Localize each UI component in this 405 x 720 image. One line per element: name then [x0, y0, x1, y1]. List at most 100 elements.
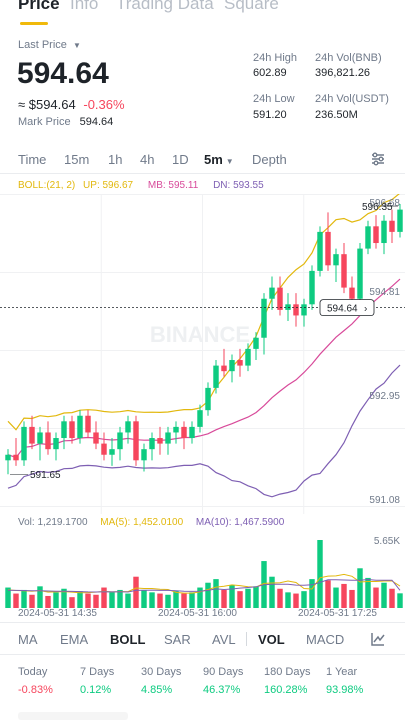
indicator-ema[interactable]: EMA — [60, 632, 89, 647]
candle — [77, 410, 83, 444]
interval-1h[interactable]: 1h — [108, 152, 123, 167]
volume-bar — [5, 587, 11, 608]
boll-dn-line — [7, 364, 401, 498]
indicator-vol[interactable]: VOL — [258, 632, 285, 647]
candle — [309, 265, 315, 310]
volume-bar — [285, 592, 291, 608]
mark-price-row: Mark Price 594.64 — [18, 116, 113, 128]
candle-body — [117, 432, 123, 450]
indicator-avl[interactable]: AVL — [212, 632, 236, 647]
price-approx-row: ≈ $594.64 -0.36% — [18, 97, 125, 112]
candle-body — [389, 220, 395, 232]
candle-body — [221, 365, 227, 372]
candle — [357, 243, 363, 305]
time-axis-label: 2024-05-31 14:35 — [18, 608, 97, 619]
boll-legend-dn: DN: 593.55 — [213, 180, 264, 191]
candle-body — [301, 304, 307, 316]
volume-ma5-line — [7, 573, 401, 594]
perf-7d-value: 0.12% — [80, 684, 112, 696]
volume-bar — [181, 593, 187, 608]
candle-body — [133, 421, 139, 461]
vol-legend-ma5: MA(5): 1,452.0100 — [100, 517, 184, 528]
volume-bar — [373, 587, 379, 608]
tab-trading-data[interactable]: Trading Data — [116, 0, 214, 13]
perf-90d-label: 90 Days — [203, 666, 244, 678]
indicator-sar[interactable]: SAR — [164, 632, 191, 647]
perf-30d-label: 30 Days — [141, 666, 182, 678]
volume-bar — [357, 568, 363, 608]
high-marker-label: 596.35 — [362, 202, 393, 213]
volume-bar — [277, 588, 283, 608]
tab-info[interactable]: Info — [70, 0, 99, 13]
volume-chart[interactable]: 5.65K 2024-05-31 14:35 2024-05-31 16:00 20… — [0, 530, 405, 620]
price-axis-tick: 592.95 — [369, 391, 400, 402]
candle — [237, 348, 243, 377]
current-price-tag-label: 594.64 — [327, 304, 358, 315]
candle-body — [125, 421, 131, 433]
boll-legend-up: UP: 596.67 — [83, 180, 134, 191]
candle — [181, 421, 187, 450]
boll-mb-line — [7, 278, 401, 459]
volume-bar — [133, 576, 139, 608]
active-tab-indicator — [20, 22, 48, 25]
volume-axis: 5.65K — [374, 536, 400, 547]
candle — [45, 421, 51, 455]
candle-body — [357, 248, 363, 299]
interval-5m[interactable]: 5m ▼ — [204, 152, 234, 167]
volume-bar — [317, 540, 323, 608]
candle — [29, 415, 35, 450]
volume-bar — [141, 589, 147, 608]
candle — [69, 415, 75, 444]
interval-5m-label: 5m — [204, 152, 223, 167]
volume-bar — [29, 594, 35, 608]
candle — [293, 293, 299, 327]
volume-bar — [93, 594, 99, 608]
candle — [365, 220, 371, 255]
caret-down-icon: ▼ — [72, 41, 81, 50]
chart-settings-icon[interactable] — [370, 151, 386, 167]
volume-bar — [253, 586, 259, 608]
boll-legend-name: BOLL:(21, 2) — [18, 180, 76, 191]
interval-15m[interactable]: 15m — [64, 152, 90, 167]
candle — [85, 410, 91, 439]
mark-price-value: 594.64 — [79, 116, 114, 128]
candle — [5, 449, 11, 475]
candle-body — [61, 421, 67, 439]
volume-bar — [45, 595, 51, 608]
candle-body — [13, 454, 19, 461]
tab-square[interactable]: Square — [224, 0, 279, 13]
candle-body — [85, 415, 91, 433]
time-axis-label: 2024-05-31 16:00 — [158, 608, 237, 619]
volume-bar — [173, 591, 179, 608]
volume-bar — [109, 592, 115, 608]
indicator-macd[interactable]: MACD — [306, 632, 345, 647]
candle-body — [213, 365, 219, 388]
candlestick-chart[interactable]: BINANCE 594.64 › 596.68 594.81 592.95 591.08… — [0, 194, 405, 514]
interval-depth[interactable]: Depth — [252, 152, 287, 167]
perf-today-label: Today — [18, 666, 48, 678]
volume-bar — [349, 589, 355, 608]
divider — [0, 622, 405, 623]
perf-180d-label: 180 Days — [264, 666, 311, 678]
candle — [21, 421, 27, 466]
candle-body — [237, 360, 243, 366]
interval-4h[interactable]: 4h — [140, 152, 155, 167]
tab-price[interactable]: Price — [18, 0, 60, 13]
indicator-boll[interactable]: BOLL — [110, 632, 146, 647]
candle-body — [69, 421, 75, 439]
vol-bnb-value: 396,821.26 — [315, 67, 371, 79]
interval-1d[interactable]: 1D — [172, 152, 189, 167]
candle-body — [45, 432, 51, 450]
interval-time[interactable]: Time — [18, 152, 47, 167]
price-axis-tick: 594.81 — [369, 287, 400, 298]
indicator-settings-icon[interactable] — [370, 631, 386, 647]
volume-bar — [205, 582, 211, 608]
perf-180d-value: 160.28% — [264, 684, 308, 696]
candle-body — [21, 426, 27, 461]
last-price-selector[interactable]: Last Price ▼ — [18, 39, 81, 51]
last-price-value: 594.64 — [17, 57, 109, 90]
candle — [141, 443, 147, 472]
price-axis-tick: 591.08 — [369, 495, 400, 506]
volume-bar — [197, 587, 203, 608]
indicator-ma[interactable]: MA — [18, 632, 38, 647]
